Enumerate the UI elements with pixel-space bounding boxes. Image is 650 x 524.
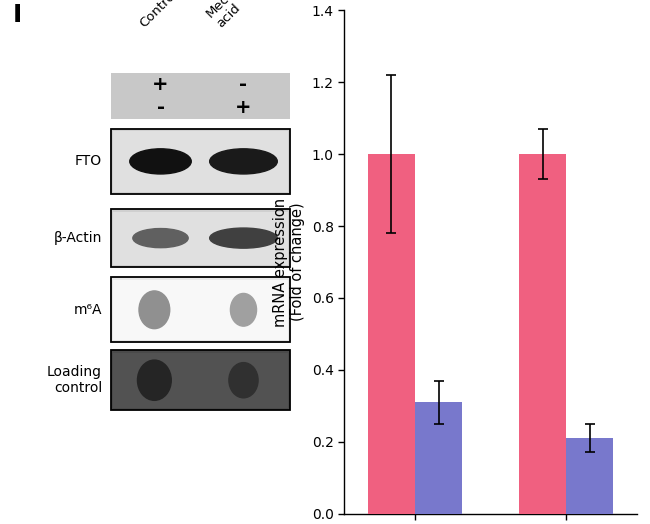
Ellipse shape	[229, 363, 258, 398]
Bar	[566, 438, 614, 514]
Bar	[113, 212, 288, 265]
Text: FTO: FTO	[75, 155, 102, 168]
Text: I: I	[12, 3, 21, 27]
Bar	[111, 129, 290, 194]
Text: Loading
control: Loading control	[47, 365, 102, 395]
Ellipse shape	[210, 149, 278, 174]
Ellipse shape	[137, 360, 171, 400]
Bar	[415, 402, 462, 514]
Text: β-Actin: β-Actin	[54, 231, 102, 245]
Y-axis label: mRNA expression
(Fold of change): mRNA expression (Fold of change)	[272, 198, 305, 326]
Bar	[113, 131, 288, 192]
Bar	[111, 209, 290, 267]
Bar	[519, 154, 566, 514]
Text: -: -	[239, 75, 248, 94]
Text: Control: Control	[137, 0, 181, 30]
Ellipse shape	[210, 228, 278, 248]
Text: +: +	[152, 75, 169, 94]
Text: Meclofenamic
acid: Meclofenamic acid	[203, 0, 289, 30]
Bar	[368, 154, 415, 514]
Ellipse shape	[130, 149, 191, 174]
Bar	[113, 353, 288, 408]
Bar	[111, 73, 290, 118]
Ellipse shape	[139, 291, 170, 329]
Bar	[111, 277, 290, 343]
Ellipse shape	[133, 228, 188, 248]
Text: m⁶A: m⁶A	[73, 303, 102, 317]
Ellipse shape	[231, 293, 257, 326]
Bar	[113, 280, 288, 340]
Text: -: -	[157, 98, 164, 117]
Text: +: +	[235, 98, 252, 117]
Bar	[111, 350, 290, 410]
